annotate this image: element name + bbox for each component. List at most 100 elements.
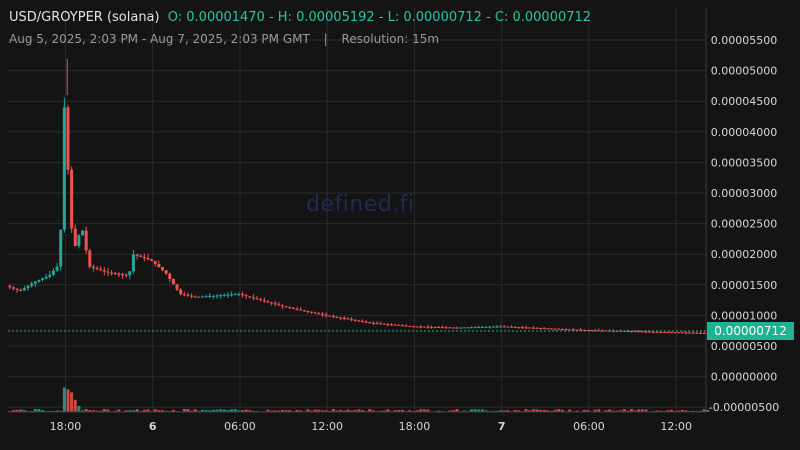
volume-bars <box>8 387 710 412</box>
volume-bar <box>70 392 74 412</box>
volume-bar <box>95 410 99 412</box>
volume-bar <box>255 410 259 412</box>
volume-bar <box>335 410 339 412</box>
candle-body <box>11 287 15 289</box>
candle-body <box>113 273 117 275</box>
volume-bar <box>84 409 88 412</box>
volume-bar <box>270 410 274 412</box>
x-tick-label: 12:00 <box>660 420 692 433</box>
volume-bar <box>157 410 161 412</box>
volume-bar <box>546 410 550 412</box>
volume-bar <box>513 410 517 412</box>
volume-bar <box>568 409 572 412</box>
volume-bar <box>582 409 586 412</box>
y-tick-label: 0.00002000 <box>711 248 777 261</box>
candle-body <box>150 259 154 261</box>
volume-bar <box>353 409 357 412</box>
volume-bar <box>117 409 121 412</box>
candle-body <box>331 316 335 318</box>
volume-bar <box>637 409 641 412</box>
candle-body <box>695 332 699 334</box>
volume-bar <box>30 410 34 412</box>
volume-bar <box>77 405 81 412</box>
candle-body <box>633 331 637 333</box>
x-tick-label: 06:00 <box>224 420 256 433</box>
candle-body <box>153 260 157 264</box>
y-tick-label: 0.00003000 <box>711 187 777 200</box>
volume-bar <box>153 409 157 412</box>
volume-bar <box>208 410 212 412</box>
volume-bar <box>622 409 626 412</box>
candle-body <box>171 278 175 285</box>
candle-body <box>499 326 503 328</box>
volume-bar <box>484 410 488 412</box>
volume-bar <box>666 410 670 412</box>
candle-body <box>197 296 201 298</box>
candle-body <box>190 295 194 297</box>
candle-body <box>117 273 121 275</box>
candle-body <box>262 300 266 302</box>
x-axis: 18:00 6 06:00 12:00 18:00 7 06:00 12:00 <box>8 411 706 433</box>
y-tick-label: 0.00000500 <box>711 340 777 353</box>
volume-bar <box>633 410 637 412</box>
volume-bar <box>146 409 150 412</box>
volume-bar <box>386 409 390 412</box>
volume-bar <box>528 410 532 412</box>
volume-bar <box>22 410 26 412</box>
candle-body <box>26 285 30 289</box>
candle-body <box>91 266 95 268</box>
candle-body <box>626 331 630 333</box>
candle-body <box>400 325 404 327</box>
volume-bar <box>102 409 106 412</box>
candle-body <box>81 230 85 236</box>
candle-body <box>135 254 139 256</box>
candle-body <box>702 332 706 334</box>
volume-bar <box>273 410 277 412</box>
volume-bar <box>193 409 197 412</box>
volume-bar <box>477 409 481 412</box>
volume-bar <box>342 410 346 412</box>
volume-bar <box>382 410 386 412</box>
volume-bar <box>226 410 230 412</box>
candle-body <box>535 327 539 329</box>
candle-body <box>320 314 324 316</box>
volume-bar <box>680 409 684 412</box>
y-tick-label: 0.00001000 <box>711 309 777 322</box>
volume-bar <box>88 410 92 412</box>
ohlc-values: O: 0.00001470 - H: 0.00005192 - L: 0.000… <box>167 10 592 25</box>
volume-bar <box>62 387 66 412</box>
candle-body <box>386 324 390 326</box>
candle-body <box>284 306 288 308</box>
volume-bar <box>320 410 324 412</box>
candle-body <box>182 294 186 296</box>
candle-body <box>539 327 543 329</box>
candle-body <box>295 308 299 310</box>
volume-bar <box>557 409 561 412</box>
volume-bar <box>91 410 95 412</box>
volume-bar <box>400 409 404 412</box>
volume-bar <box>211 409 215 412</box>
volume-bar <box>480 409 484 412</box>
candle-body <box>277 304 281 306</box>
candle-body <box>335 316 339 318</box>
candle-body <box>240 294 244 296</box>
volume-bar <box>655 410 659 412</box>
candle-body <box>669 332 673 334</box>
y-tick-label: 0.00002500 <box>711 218 777 231</box>
volume-bar <box>324 410 328 412</box>
resolution-label[interactable]: Resolution: 15m <box>341 32 440 46</box>
volume-bar <box>677 410 681 412</box>
candle-body <box>470 327 474 329</box>
candle-body <box>266 301 270 303</box>
candle-body <box>549 328 553 330</box>
volume-bar <box>164 410 168 412</box>
candle-body <box>531 327 535 329</box>
volume-bar <box>531 409 535 412</box>
candle-body <box>273 303 277 305</box>
volume-bar <box>499 410 503 412</box>
y-axis: 0.00005500 0.00005000 0.00004500 0.00004000… <box>705 8 779 414</box>
candle-body <box>157 263 161 268</box>
volume-bar <box>393 410 397 412</box>
candle-body <box>579 329 583 331</box>
